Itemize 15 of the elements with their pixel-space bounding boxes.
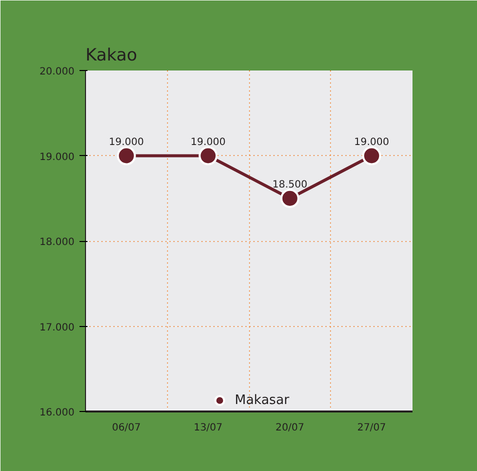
- data-label: 19.000: [108, 136, 144, 148]
- x-tick-label: 06/07: [112, 422, 141, 434]
- data-label: 19.000: [354, 136, 390, 148]
- x-tick-label: 27/07: [357, 422, 386, 434]
- y-tick-label: 18.000: [40, 237, 75, 248]
- chart-title: Kakao: [86, 46, 138, 66]
- y-tick-label: 20.000: [40, 66, 75, 78]
- y-tick-label: 16.000: [40, 408, 75, 418]
- y-tick-label: 17.000: [40, 322, 75, 334]
- data-label: 18.500: [272, 179, 308, 190]
- x-tick-label: 13/07: [194, 422, 223, 434]
- data-label: 19.000: [190, 136, 226, 148]
- legend-label: Makasar: [234, 392, 290, 408]
- x-tick-label: 20/07: [275, 422, 304, 434]
- y-tick-label: 19.000: [40, 152, 75, 163]
